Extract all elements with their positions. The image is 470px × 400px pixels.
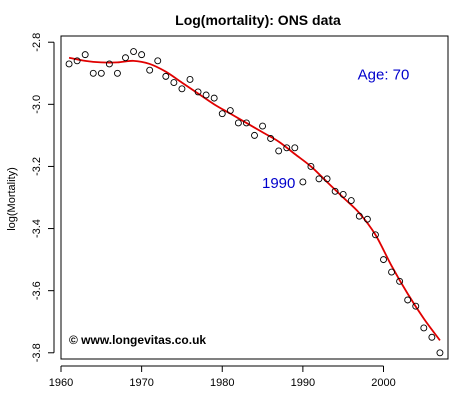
y-tick-label: -2.8 — [31, 33, 43, 52]
data-point — [259, 122, 267, 130]
x-axis: 1960 1970 1980 1990 2000 — [49, 365, 396, 389]
y-tick-label: -3.4 — [31, 219, 43, 238]
data-point — [412, 302, 420, 310]
data-point — [178, 85, 186, 93]
data-point — [170, 79, 178, 87]
y-axis: -2.8 -3.0 -3.2 -3.4 -3.6 -3.8 — [31, 33, 55, 362]
plot-frame — [60, 35, 449, 360]
data-point — [291, 144, 299, 152]
data-point — [404, 296, 412, 304]
y-tick-label: -3.0 — [31, 95, 43, 114]
data-point — [388, 268, 396, 276]
data-point — [130, 48, 138, 55]
data-point — [81, 51, 89, 59]
data-point — [420, 324, 428, 332]
x-tick-label: 1970 — [129, 377, 153, 389]
x-tick-label: 1990 — [291, 377, 315, 389]
copyright-label: © www.longevitas.co.uk — [69, 333, 206, 347]
data-point — [428, 333, 436, 341]
data-point — [339, 190, 347, 198]
data-point — [331, 187, 339, 195]
data-point — [380, 256, 387, 264]
y-tick-label: -3.2 — [31, 157, 43, 176]
data-point — [105, 60, 113, 68]
data-point — [97, 69, 105, 77]
data-point — [363, 215, 371, 223]
data-point — [113, 69, 121, 77]
data-point — [162, 72, 170, 80]
data-point — [371, 231, 379, 239]
data-point — [267, 135, 275, 142]
annotation-layer: Age: 70 1990 © www.longevitas.co.uk — [69, 66, 409, 347]
data-point — [89, 69, 97, 77]
y-tick-label: -3.8 — [31, 343, 43, 362]
data-point — [65, 60, 73, 68]
data-point — [226, 107, 234, 114]
data-point — [234, 119, 242, 127]
x-tick-label: 1980 — [210, 377, 234, 389]
data-point — [355, 212, 363, 220]
data-point — [315, 175, 323, 183]
y-axis-label: log(Mortality) — [6, 167, 18, 231]
data-point — [307, 162, 315, 170]
data-point — [194, 88, 202, 96]
data-point — [283, 144, 291, 152]
data-point — [436, 349, 444, 357]
data-points-layer — [65, 48, 444, 357]
x-tick-label: 1960 — [49, 377, 73, 389]
data-point — [138, 51, 146, 59]
y-tick-label: -3.6 — [31, 281, 43, 300]
fitted-curve-layer — [68, 56, 441, 341]
fitted-curve — [68, 56, 441, 341]
annotation-label: Age: 70 — [358, 66, 410, 83]
x-tick-label: 2000 — [371, 377, 395, 389]
annotation-label: 1990 — [262, 175, 295, 192]
data-point — [210, 94, 218, 102]
data-point — [299, 178, 307, 186]
data-point — [202, 91, 210, 99]
data-point — [218, 110, 226, 118]
data-point — [251, 131, 258, 139]
data-point — [154, 57, 162, 65]
data-point — [323, 175, 331, 183]
data-point — [186, 76, 194, 83]
data-point — [275, 147, 283, 155]
data-point — [242, 119, 250, 127]
data-point — [122, 54, 129, 62]
data-point — [73, 57, 81, 65]
data-point — [146, 66, 154, 74]
chart-title: Log(mortality): ONS data — [175, 12, 341, 28]
data-point — [396, 277, 404, 285]
data-point — [347, 197, 355, 205]
